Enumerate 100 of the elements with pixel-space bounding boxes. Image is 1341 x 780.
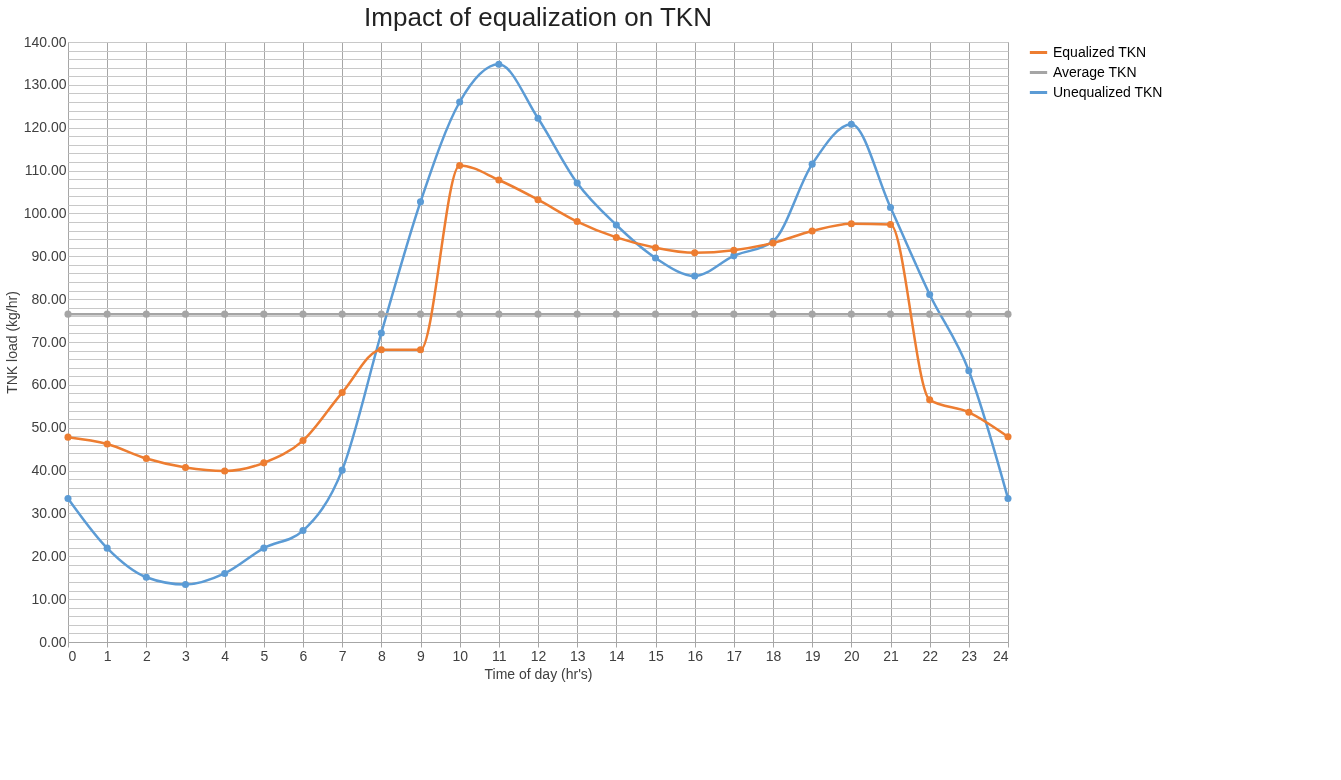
point xyxy=(299,310,307,318)
point xyxy=(573,310,581,318)
point xyxy=(338,389,346,397)
point xyxy=(769,310,777,318)
point xyxy=(181,581,190,589)
y-tick-label: 50.00 xyxy=(31,419,67,436)
point xyxy=(456,310,464,318)
point xyxy=(1004,494,1012,502)
point xyxy=(377,329,385,337)
x-tick-label: 11 xyxy=(492,647,507,664)
point xyxy=(1004,310,1012,318)
x-tick-label: 3 xyxy=(182,647,191,664)
y-tick-label: 100.00 xyxy=(23,204,67,221)
point xyxy=(612,221,620,229)
point xyxy=(495,60,503,68)
point xyxy=(416,310,425,318)
point xyxy=(534,196,542,204)
point xyxy=(495,176,503,184)
point xyxy=(730,246,738,254)
point xyxy=(965,310,973,318)
point xyxy=(64,494,72,502)
x-tick-label: 0 xyxy=(68,647,77,664)
point xyxy=(691,272,699,280)
point xyxy=(338,310,346,318)
x-tick-label: 24 xyxy=(992,647,1009,664)
point xyxy=(808,310,816,318)
point xyxy=(534,114,542,122)
x-tick-label: 18 xyxy=(765,647,782,664)
point xyxy=(221,310,229,318)
point xyxy=(64,433,72,441)
point xyxy=(221,467,229,475)
point xyxy=(495,310,503,318)
point xyxy=(965,367,973,375)
point xyxy=(926,290,934,298)
y-tick-label: 40.00 xyxy=(31,462,67,479)
point xyxy=(965,408,973,416)
point xyxy=(886,203,895,211)
point xyxy=(142,573,150,581)
x-tick-label: 16 xyxy=(687,647,704,664)
chart-title: Impact of equalization on TKN xyxy=(364,2,712,32)
point xyxy=(730,310,738,318)
point xyxy=(416,198,425,206)
point xyxy=(64,310,72,318)
x-tick-label: 13 xyxy=(569,647,586,664)
x-tick-label: 23 xyxy=(961,647,978,664)
point xyxy=(691,310,699,318)
y-tick-label: 20.00 xyxy=(31,547,67,564)
x-axis-title: Time of day (hr's) xyxy=(484,665,593,682)
y-tick-label: 0.00 xyxy=(39,633,67,650)
y-tick-label: 60.00 xyxy=(31,376,67,393)
point xyxy=(377,346,385,354)
point xyxy=(886,310,895,318)
legend-label: Unequalized TKN xyxy=(1053,83,1163,100)
point xyxy=(456,161,464,169)
point xyxy=(573,179,581,187)
point xyxy=(103,440,111,448)
point xyxy=(181,464,190,472)
y-tick-label: 10.00 xyxy=(31,590,67,607)
point xyxy=(142,455,150,463)
point xyxy=(221,569,229,577)
point xyxy=(651,244,660,252)
point xyxy=(651,310,660,318)
x-tick-label: 15 xyxy=(648,647,664,664)
y-tick-label: 70.00 xyxy=(31,333,67,350)
x-tick-label: 20 xyxy=(844,647,860,664)
x-tick-label: 19 xyxy=(804,647,821,664)
x-tick-label: 2 xyxy=(142,647,151,664)
point xyxy=(103,310,111,318)
point xyxy=(847,120,855,128)
x-tick-label: 10 xyxy=(452,647,469,664)
point xyxy=(142,310,150,318)
point xyxy=(847,310,855,318)
legend-label: Equalized TKN xyxy=(1053,43,1147,60)
point xyxy=(103,544,111,552)
x-tick-label: 12 xyxy=(530,647,547,664)
y-tick-label: 80.00 xyxy=(31,290,67,307)
x-tick-label: 21 xyxy=(883,647,899,664)
point xyxy=(299,437,307,445)
point xyxy=(299,527,307,535)
point xyxy=(573,218,581,226)
point xyxy=(416,346,425,354)
x-tick-label: 1 xyxy=(103,647,112,664)
x-tick-label: 8 xyxy=(377,647,386,664)
y-tick-label: 120.00 xyxy=(23,119,67,136)
point xyxy=(1004,433,1012,441)
point xyxy=(651,254,660,262)
point xyxy=(260,544,268,552)
y-tick-label: 110.00 xyxy=(24,162,67,179)
x-tick-label: 22 xyxy=(922,647,939,664)
y-tick-label: 130.00 xyxy=(23,76,67,93)
point xyxy=(691,249,699,257)
point xyxy=(260,459,268,467)
x-tick-label: 14 xyxy=(609,647,625,664)
x-tick-label: 7 xyxy=(338,647,347,664)
point xyxy=(377,310,385,318)
point xyxy=(260,310,268,318)
y-tick-label: 30.00 xyxy=(31,504,67,521)
point xyxy=(808,227,816,235)
y-axis-title: TNK load (kg/hr) xyxy=(3,291,20,394)
x-tick-label: 6 xyxy=(299,647,308,664)
